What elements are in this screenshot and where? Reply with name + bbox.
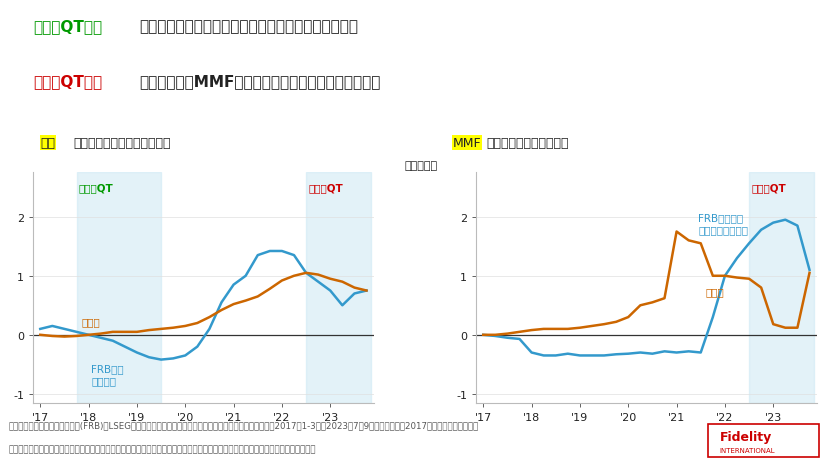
Text: 保有の中銀預金と米国債: 保有の中銀預金と米国債 xyxy=(486,137,568,150)
Bar xyxy=(306,173,371,403)
Text: （出所）米連邦準備制度理事会(FRB)、LSEG、フィデリティ・インスティテュート。（注）データの期間：2017年1-3月～2023年7－9月、四半期次。201: （出所）米連邦準備制度理事会(FRB)、LSEG、フィデリティ・インスティテュー… xyxy=(8,420,478,429)
Y-axis label: （兆ドル）: （兆ドル） xyxy=(405,161,438,171)
Text: 今回のQT局面: 今回のQT局面 xyxy=(33,74,102,89)
Text: MMF: MMF xyxy=(452,137,481,150)
Text: 米国債: 米国債 xyxy=(82,316,100,326)
Bar xyxy=(77,173,161,403)
Text: 米銀: 米銀 xyxy=(40,137,56,150)
Text: あらゆる記述やチャートは、例示目的もしくは過去の実績であり、将来の傾向、数値等を保証もしくは示唆するものではありません。: あらゆる記述やチャートは、例示目的もしくは過去の実績であり、将来の傾向、数値等を… xyxy=(8,444,316,453)
Text: 今回のQT: 今回のQT xyxy=(309,183,343,193)
Text: Fidelity: Fidelity xyxy=(719,430,771,443)
Text: では、【右】MMFの国債保有が増え、マネーが減少。: では、【右】MMFの国債保有が増え、マネーが減少。 xyxy=(139,74,380,89)
Text: INTERNATIONAL: INTERNATIONAL xyxy=(719,447,775,453)
Bar xyxy=(749,173,814,403)
Text: FRBへの
準備預金: FRBへの 準備預金 xyxy=(91,363,124,386)
Text: 前回のQT局面: 前回のQT局面 xyxy=(33,19,102,34)
Text: 今回のQT: 今回のQT xyxy=(752,183,786,193)
Text: 保有の中銀準備預金と米国債: 保有の中銀準備預金と米国債 xyxy=(73,137,172,150)
Text: 前回のQT: 前回のQT xyxy=(79,183,114,193)
Text: では、【左】銀行の国債保有が増え、マネーが減少。: では、【左】銀行の国債保有が増え、マネーが減少。 xyxy=(139,19,358,34)
Text: FRBへの預金
（リバースレポ）: FRBへの預金 （リバースレポ） xyxy=(698,213,748,235)
Text: 米国債: 米国債 xyxy=(705,287,724,297)
